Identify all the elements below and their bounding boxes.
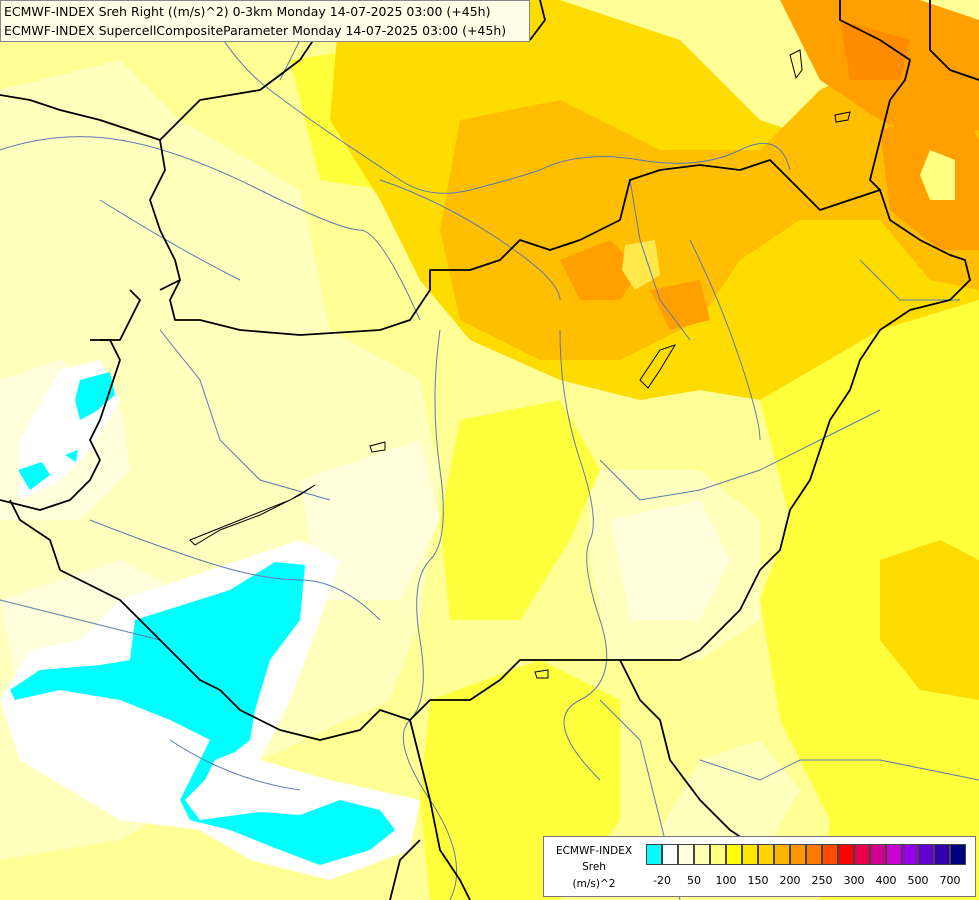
field-light-spot: [920, 150, 955, 200]
legend-swatch: [726, 844, 742, 865]
legend-swatch: [934, 844, 950, 865]
legend-tick-label: 50: [687, 874, 701, 887]
field-cyan: [10, 372, 395, 865]
legend-swatch: [646, 844, 662, 865]
legend-swatch: [822, 844, 838, 865]
legend-color-bar: [646, 844, 966, 865]
map-title-line-2: ECMWF-INDEX SupercellCompositeParameter …: [4, 23, 507, 38]
legend-tick-label: 250: [811, 874, 833, 887]
legend-swatch: [854, 844, 870, 865]
legend-swatch: [742, 844, 758, 865]
legend-swatch: [774, 844, 790, 865]
legend-swatch: [662, 844, 678, 865]
legend-tick-label: 200: [779, 874, 801, 887]
legend-label-source: ECMWF-INDEX: [555, 845, 633, 857]
field-light-spot-2: [622, 240, 660, 290]
legend-tick-label: 700: [939, 874, 961, 887]
legend-tick-label: 400: [875, 874, 897, 887]
legend-tick-label: 100: [715, 874, 737, 887]
legend-swatch: [902, 844, 918, 865]
legend-label-unit: (m/s)^2: [572, 878, 616, 890]
legend-swatch: [678, 844, 694, 865]
map-title-line-1: ECMWF-INDEX Sreh Right ((m/s)^2) 0-3km M…: [4, 4, 491, 19]
legend-tick-label: -20: [653, 874, 671, 887]
legend-swatch: [886, 844, 902, 865]
legend-swatch: [870, 844, 886, 865]
legend-label-variable: Sreh: [582, 861, 606, 873]
lakes: [189, 49, 851, 679]
legend-swatch: [758, 844, 774, 865]
legend-swatch: [790, 844, 806, 865]
legend-swatch: [710, 844, 726, 865]
legend-tick-label: 150: [747, 874, 769, 887]
map-title-box: ECMWF-INDEX Sreh Right ((m/s)^2) 0-3km M…: [0, 0, 530, 42]
legend-swatch: [838, 844, 854, 865]
legend-swatch: [918, 844, 934, 865]
legend-swatch: [806, 844, 822, 865]
legend-swatch: [694, 844, 710, 865]
field-darkest-orange: [840, 20, 910, 80]
legend-swatch: [950, 844, 966, 865]
color-legend: ECMWF-INDEX Sreh (m/s)^2 -20 50 100 150 200 2…: [543, 836, 976, 897]
legend-tick-label: 500: [907, 874, 929, 887]
legend-tick-label: 300: [843, 874, 865, 887]
